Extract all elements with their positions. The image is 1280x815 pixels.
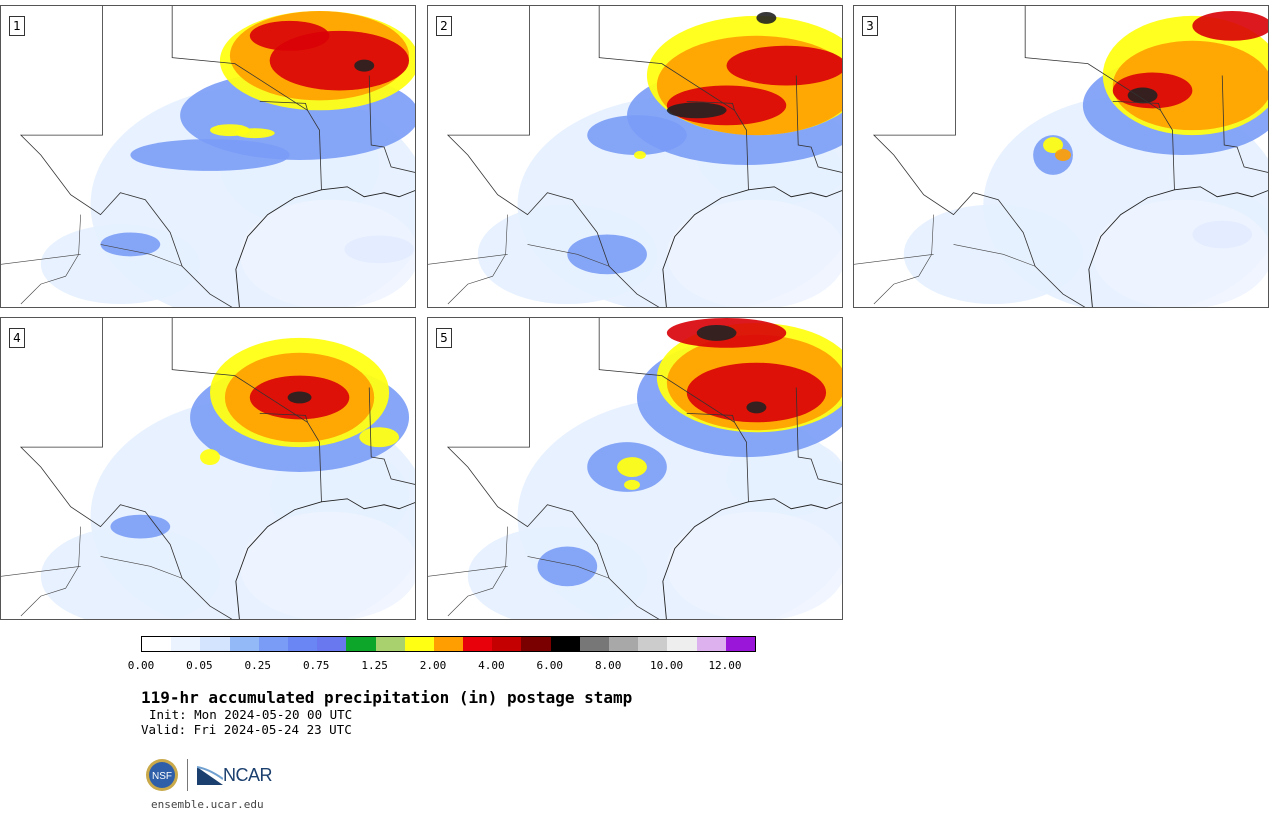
ensemble-member-panel-1: 1 (0, 5, 416, 308)
panel-number: 1 (9, 16, 25, 36)
colorbar-swatch-15 (579, 637, 609, 651)
colorbar-swatch-4 (258, 637, 288, 651)
colorbar-swatch-7 (346, 637, 376, 651)
figure-title: 119-hr accumulated precipitation (in) po… (141, 688, 633, 707)
colorbar-tick-label: 12.00 (708, 659, 742, 672)
colorbar-tick-label: 4.00 (478, 659, 505, 672)
colorbar-tick-label: 6.00 (536, 659, 564, 672)
colorbar-swatch-19 (696, 637, 726, 651)
colorbar-swatch-14 (550, 637, 580, 651)
nsf-logo-icon: NSF (146, 759, 178, 791)
precip-map (1, 318, 415, 619)
colorbar-swatch-1 (171, 637, 201, 651)
colorbar-tick-label: 0.25 (244, 659, 272, 672)
precip-map (854, 6, 1268, 307)
colorbar-swatch-10 (433, 637, 464, 651)
colorbar-swatch-2 (200, 637, 230, 651)
precipitation-colorbar (141, 636, 756, 652)
colorbar-swatch-18 (667, 637, 697, 651)
init-time: Init: Mon 2024-05-20 00 UTC (149, 707, 353, 722)
colorbar-tick-label: 8.00 (594, 659, 622, 672)
colorbar-tick-label: 10.00 (650, 659, 684, 672)
colorbar-tick-label: 0.00 (127, 659, 155, 672)
colorbar-swatch-9 (404, 637, 434, 651)
site-url: ensemble.ucar.edu (151, 798, 264, 811)
colorbar-swatch-11 (463, 637, 493, 651)
panel-number: 2 (436, 16, 452, 36)
logo-divider (187, 759, 188, 791)
colorbar-swatch-5 (287, 637, 318, 651)
colorbar-swatch-0 (142, 637, 172, 651)
ncar-mark-icon (197, 766, 223, 785)
precip-map (1, 6, 415, 307)
colorbar-swatch-20 (725, 637, 755, 651)
colorbar-swatch-13 (521, 637, 551, 651)
valid-time: Valid: Fri 2024-05-24 23 UTC (141, 722, 352, 737)
ensemble-member-panel-2: 2 (427, 5, 843, 308)
ensemble-member-panel-3: 3 (853, 5, 1269, 308)
panel-number: 5 (436, 328, 452, 348)
colorbar-tick-label: 0.75 (302, 659, 330, 672)
ncar-logo-text: NCAR (223, 764, 273, 785)
colorbar-swatch-17 (638, 637, 668, 651)
colorbar-swatch-8 (375, 637, 405, 651)
nsf-logo-text: NSF (152, 771, 172, 782)
ncar-logo: NCAR (197, 764, 273, 786)
panel-number: 3 (862, 16, 878, 36)
panel-number: 4 (9, 328, 25, 348)
colorbar-tick-label: 1.25 (361, 659, 388, 672)
colorbar-swatch-3 (229, 637, 259, 651)
ensemble-member-panel-5: 5 (427, 317, 843, 620)
colorbar-swatch-12 (492, 637, 522, 651)
precip-map (428, 6, 842, 307)
colorbar-swatch-6 (317, 637, 347, 651)
colorbar-tick-label: 0.05 (186, 659, 213, 672)
colorbar-swatch-16 (609, 637, 639, 651)
colorbar-tick-label: 2.00 (419, 659, 447, 672)
ensemble-member-panel-4: 4 (0, 317, 416, 620)
precip-map (428, 318, 842, 619)
sponsor-logos: NSF NCAR (145, 757, 273, 793)
